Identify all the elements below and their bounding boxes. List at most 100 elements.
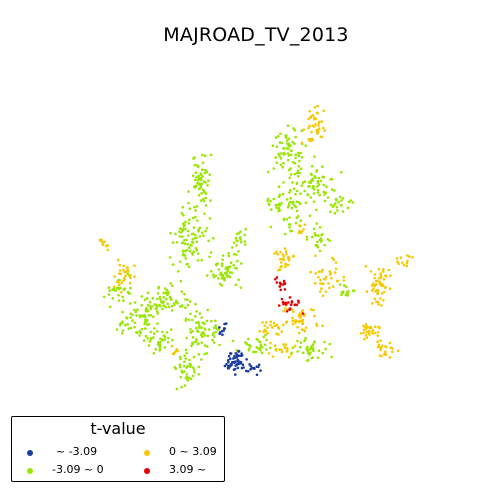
map-point <box>300 310 304 313</box>
map-point <box>391 350 394 354</box>
map-point <box>325 185 328 188</box>
map-point <box>206 308 209 312</box>
map-point <box>281 300 285 304</box>
map-point <box>225 271 228 274</box>
map-point <box>146 337 150 340</box>
map-point <box>232 252 236 256</box>
map-point <box>278 141 282 144</box>
map-point <box>275 281 279 284</box>
map-point <box>285 198 289 201</box>
map-point <box>275 145 279 148</box>
map-point <box>282 147 286 150</box>
map-point <box>319 290 322 293</box>
map-point <box>317 349 321 353</box>
map-point <box>221 333 224 337</box>
map-point <box>178 235 182 238</box>
map-point <box>379 348 383 352</box>
map-point <box>279 257 282 261</box>
map-point <box>234 236 238 240</box>
map-point <box>191 366 195 369</box>
map-point <box>382 299 385 302</box>
map-point <box>128 302 132 305</box>
map-point <box>312 192 316 195</box>
map-point <box>203 191 206 194</box>
map-point <box>381 270 385 273</box>
map-point <box>349 199 353 202</box>
map-point <box>198 235 202 238</box>
map-point <box>136 308 139 312</box>
map-point <box>187 201 190 205</box>
map-point <box>295 200 299 203</box>
map-point <box>373 273 377 276</box>
map-point <box>282 181 285 184</box>
map-point <box>131 319 134 322</box>
map-point <box>299 341 303 344</box>
map-point <box>164 306 167 309</box>
map-point <box>233 367 237 371</box>
map-point <box>140 304 144 307</box>
map-point <box>292 187 296 190</box>
map-point <box>179 260 182 264</box>
map-point <box>271 144 275 147</box>
map-point <box>286 158 290 162</box>
map-point <box>179 227 182 230</box>
map-point <box>281 192 285 196</box>
map-point <box>202 199 206 203</box>
map-point <box>254 350 258 354</box>
map-point <box>179 365 182 369</box>
map-point <box>272 321 276 325</box>
map-point <box>176 270 180 273</box>
map-point <box>186 303 190 307</box>
map-point <box>266 332 270 335</box>
map-point <box>183 292 186 296</box>
map-point <box>293 172 297 176</box>
map-point <box>370 284 374 287</box>
map-point <box>226 358 230 362</box>
map-point <box>278 154 281 158</box>
map-point <box>234 364 237 367</box>
map-point <box>315 244 318 248</box>
map-point <box>299 167 303 170</box>
map-point <box>208 255 211 259</box>
map-point <box>194 171 198 174</box>
map-point <box>277 304 281 307</box>
map-point <box>189 243 192 247</box>
legend-label-yellow: 0 ~ 3.09 <box>169 445 217 458</box>
map-point <box>179 375 182 379</box>
map-point <box>316 128 320 132</box>
map-point <box>149 307 153 311</box>
map-point <box>312 308 315 312</box>
map-point <box>163 338 167 341</box>
map-point <box>239 362 243 365</box>
map-point <box>315 208 318 212</box>
map-point <box>321 165 324 168</box>
map-point <box>204 229 207 233</box>
map-point <box>108 305 112 309</box>
legend: t-value ~ -3.09 -3.09 ~ 0 0 ~ 3.09 3.09 … <box>11 416 225 482</box>
map-point <box>282 218 286 222</box>
map-point <box>272 197 276 201</box>
map-point <box>203 344 207 347</box>
map-point <box>220 284 224 287</box>
map-point <box>129 286 132 290</box>
map-point <box>204 196 207 200</box>
map-point <box>220 330 224 333</box>
map-point <box>122 299 125 302</box>
map-point <box>291 161 295 164</box>
map-point <box>129 273 132 277</box>
map-point <box>304 144 308 147</box>
map-point <box>365 336 369 339</box>
map-point <box>363 338 366 341</box>
map-point <box>304 326 308 330</box>
map-point <box>388 341 392 345</box>
map-point <box>395 257 399 260</box>
map-point <box>227 254 231 258</box>
map-point <box>149 330 152 334</box>
map-point <box>255 373 259 377</box>
map-point <box>159 337 162 341</box>
map-point <box>284 303 288 306</box>
map-point <box>296 214 300 218</box>
map-point <box>195 310 198 313</box>
map-point <box>333 189 336 192</box>
map-point <box>313 175 317 178</box>
